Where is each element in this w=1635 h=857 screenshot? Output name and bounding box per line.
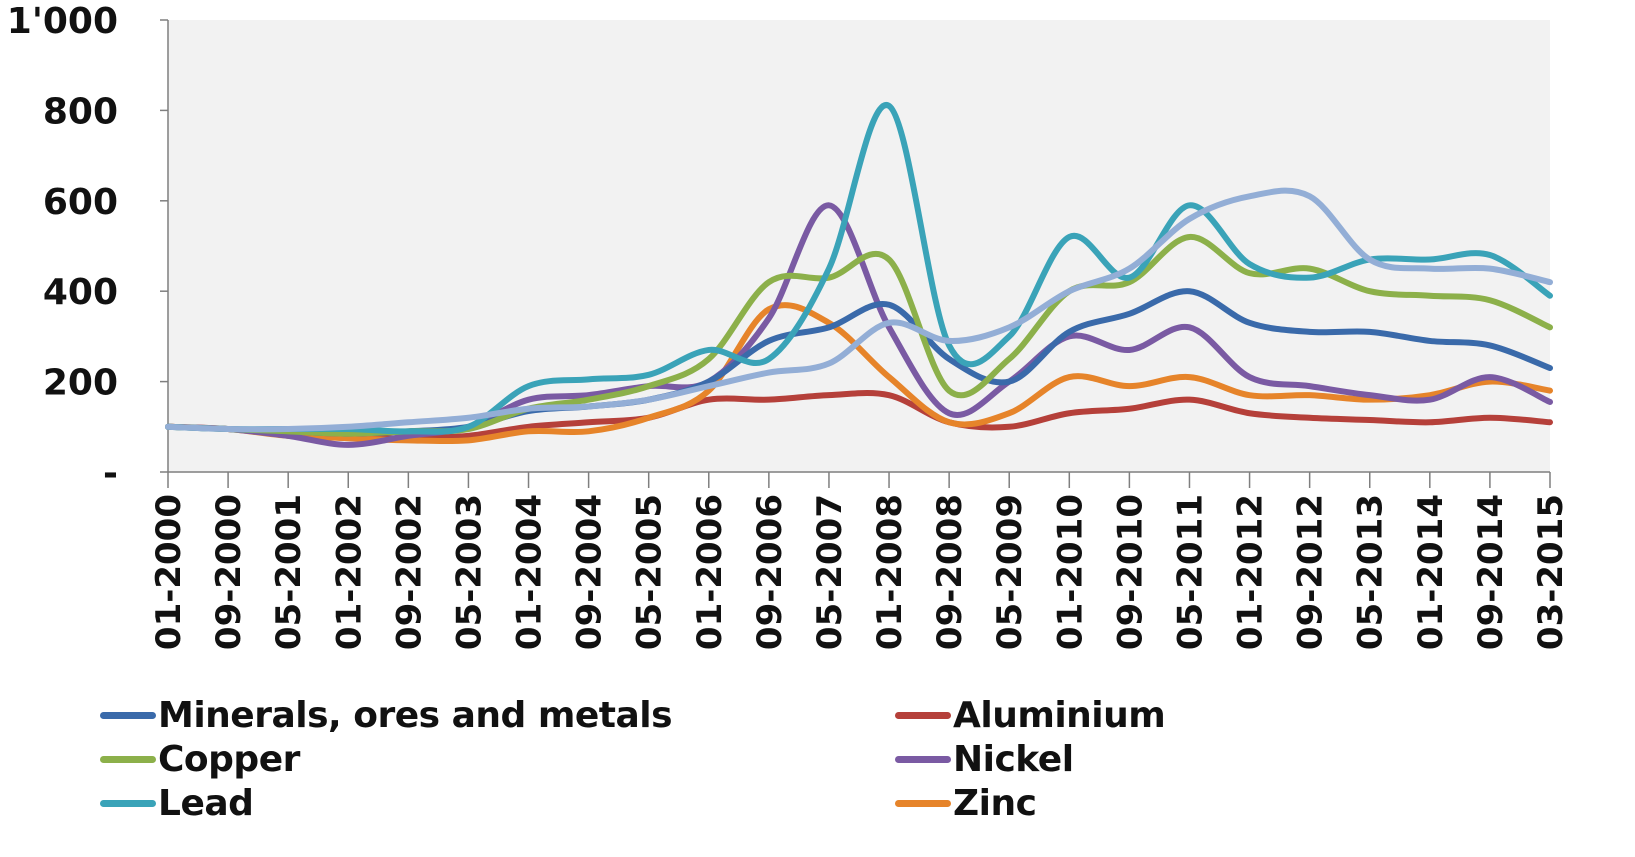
x-tick-label: 05-2007 [810,494,850,650]
legend-item: Zinc [895,782,1037,824]
x-tick-label: 01-2000 [149,494,189,650]
legend-item: Aluminium [895,694,1166,736]
x-tick-label: 09-2014 [1471,494,1511,650]
x-tick-label: 01-2010 [1050,494,1090,650]
legend-label: Zinc [953,782,1037,824]
legend-item: Minerals, ores and metals [100,694,673,736]
x-tick-label: 09-2002 [389,494,429,650]
legend-swatch [895,711,951,719]
y-tick-label: 200 [43,363,118,404]
x-tick-label: 01-2012 [1231,494,1271,650]
x-tick-label: 05-2003 [449,494,489,650]
y-tick-label: 800 [43,91,118,132]
series-line-lead [165,102,1553,435]
x-tick-label: 01-2014 [1411,494,1451,650]
x-tick-label: 01-2006 [690,494,730,650]
x-tick-label: 09-2010 [1110,494,1150,650]
legend-swatch [100,799,156,807]
legend-swatch [100,755,156,763]
x-tick-label: 09-2012 [1291,494,1331,650]
x-tick-label: 01-2004 [510,494,550,650]
legend-item: Nickel [895,738,1074,780]
x-tick-label: 09-2000 [209,494,249,650]
y-tick-label: 600 [43,182,118,223]
series-line-nickel [165,202,1553,448]
y-tick-label: 1'000 [7,1,118,42]
x-tick-label: 05-2005 [630,494,670,650]
x-tick-label: 05-2001 [269,494,309,650]
x-tick-label: 01-2008 [870,494,910,650]
legend-label: Nickel [953,738,1074,780]
x-tick-label: 05-2011 [1170,494,1210,650]
legend-label: Copper [158,738,300,780]
legend-item: Lead [100,782,254,824]
x-tick-label: 03-2015 [1531,494,1571,650]
legend-item: Copper [100,738,300,780]
x-tick-label: 09-2004 [570,494,610,650]
x-tick-label: 05-2013 [1351,494,1391,650]
legend-label: Lead [158,782,254,824]
legend-swatch [895,799,951,807]
series-line-unlabeled [165,187,1553,433]
x-tick-label: 09-2006 [750,494,790,650]
y-tick-label: - [103,453,118,494]
legend-label: Minerals, ores and metals [158,694,673,736]
x-tick-label: 09-2008 [930,494,970,650]
y-tick-label: 400 [43,272,118,313]
x-tick-label: 05-2009 [990,494,1030,650]
legend-label: Aluminium [953,694,1166,736]
legend-swatch [895,755,951,763]
x-tick-label: 01-2002 [329,494,369,650]
legend-swatch [100,711,156,719]
